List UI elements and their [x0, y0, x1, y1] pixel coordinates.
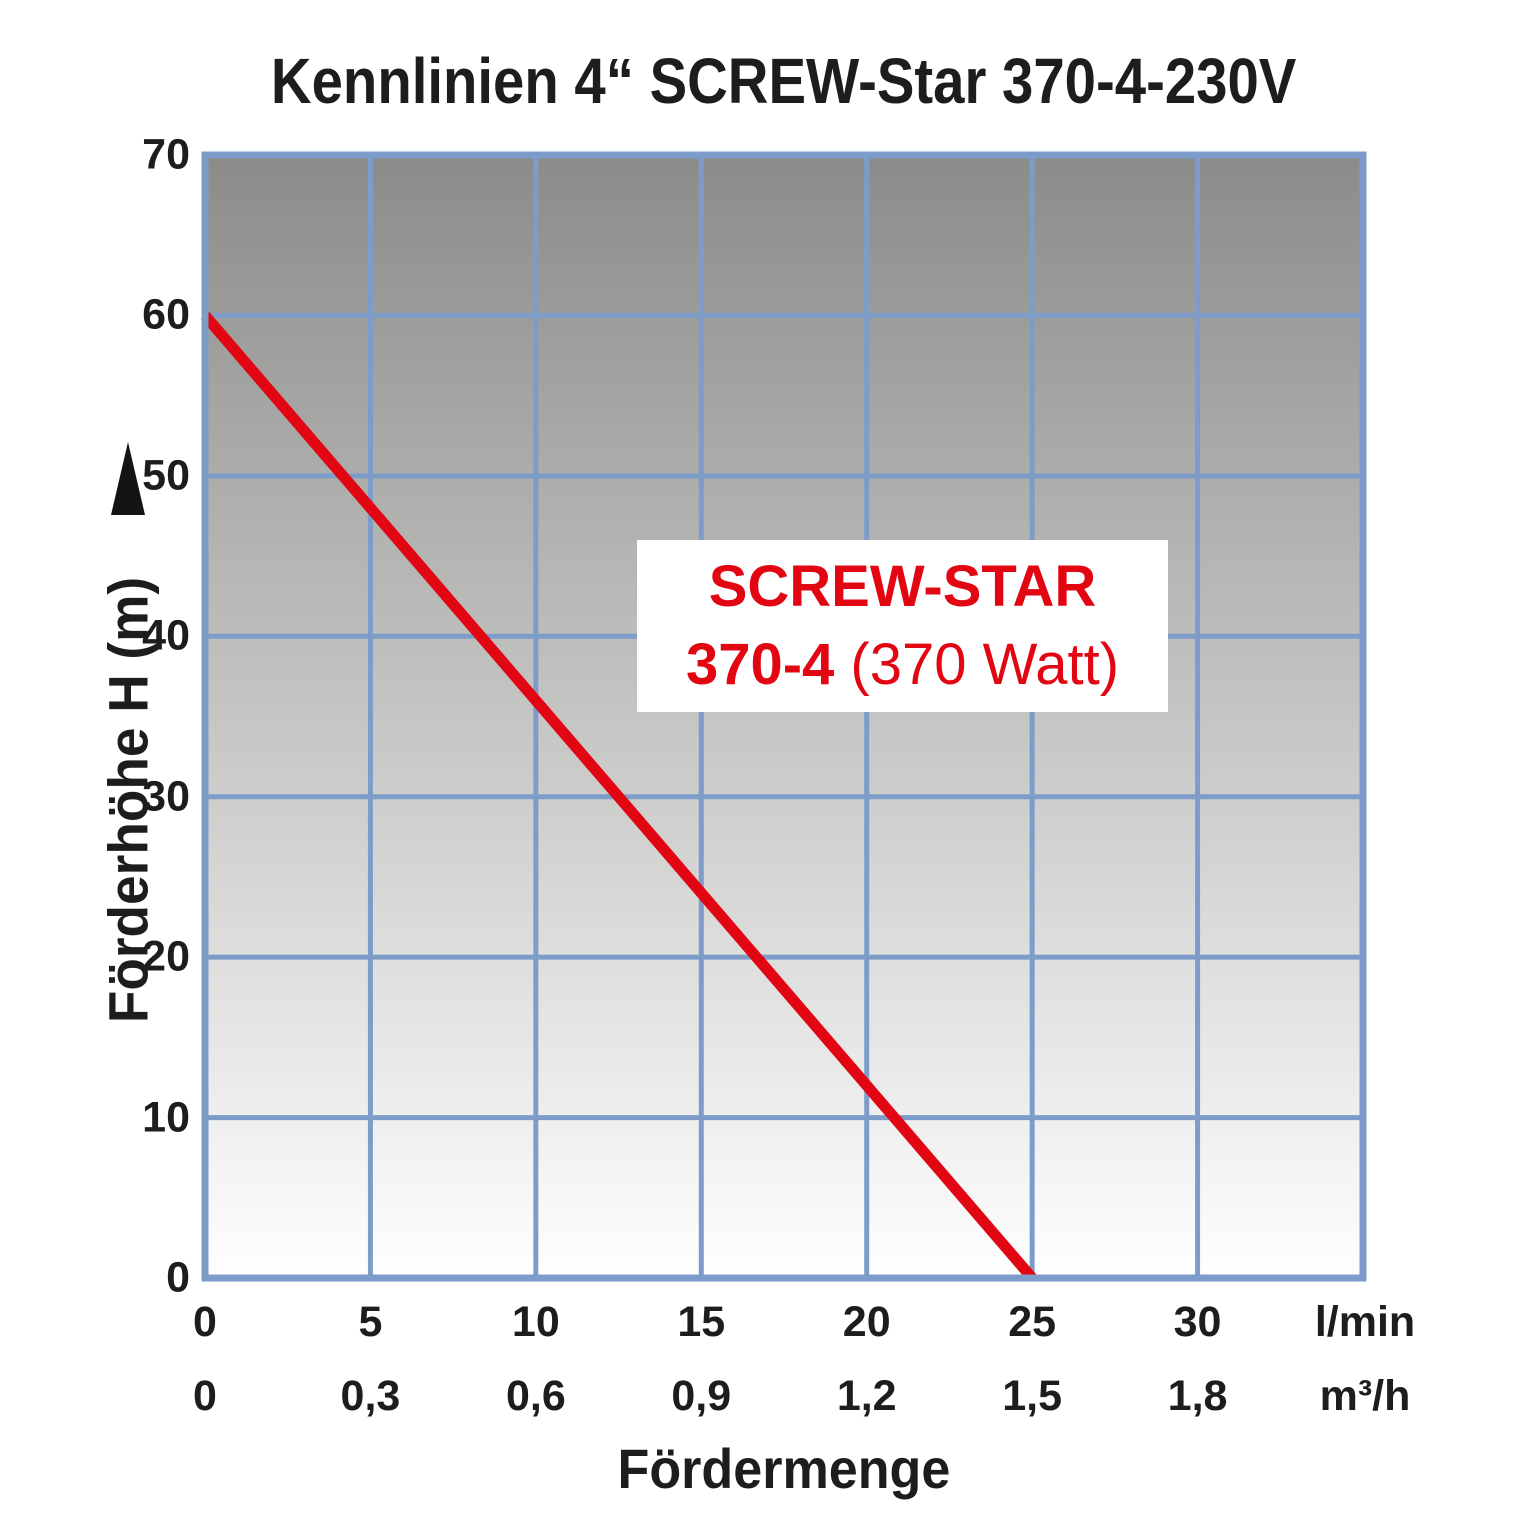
- x-tick-label-m3h: 0,3: [340, 1372, 401, 1420]
- pump-curve-line: [200, 311, 1037, 1282]
- annotation-series-name: SCREW-STAR: [708, 554, 1097, 619]
- chart-title: Kennlinien 4“ SCREW-Star 370-4-230V: [180, 44, 1388, 118]
- y-axis-title: Förderhöhe H (m): [96, 576, 160, 1024]
- chart-title-text: Kennlinien 4“ SCREW-Star 370-4-230V: [271, 45, 1297, 117]
- y-tick-label: 20: [142, 932, 190, 981]
- y-axis-tick-labels: 70 60 50 40 30 20 10 0: [0, 0, 190, 1518]
- annotation-wattage: (370 Watt): [834, 632, 1120, 697]
- y-tick-label: 60: [142, 290, 190, 339]
- x-unit-m3h: m³/h: [1319, 1372, 1411, 1420]
- x-tick-label-m3h: 1,2: [836, 1372, 897, 1420]
- x-axis-row-m3h: m³/h 0 0,3 0,6 0,9 1,2 1,5 1,8: [0, 1370, 1518, 1422]
- y-tick-label: 0: [166, 1253, 190, 1302]
- x-axis-title: Fördermenge: [205, 1436, 1363, 1501]
- y-tick-label: 10: [142, 1093, 190, 1142]
- x-tick-label-lmin: 30: [1173, 1298, 1222, 1346]
- x-tick-label-lmin: 10: [511, 1298, 560, 1346]
- x-tick-label-m3h: 0,6: [505, 1372, 566, 1420]
- y-tick-label: 70: [142, 130, 190, 179]
- annotation-series-detail: 370-4 (370 Watt): [686, 626, 1119, 704]
- x-tick-label-lmin: 5: [358, 1298, 383, 1346]
- x-tick-label-m3h: 1,5: [1002, 1372, 1063, 1420]
- x-tick-label-lmin: 20: [842, 1298, 891, 1346]
- x-tick-label-m3h: 0,9: [671, 1372, 732, 1420]
- x-tick-label-m3h: 0: [193, 1372, 217, 1420]
- plot-background-gradient: [205, 155, 1363, 1278]
- x-unit-lmin: l/min: [1314, 1298, 1416, 1346]
- x-tick-label-lmin: 15: [677, 1298, 726, 1346]
- x-tick-label-lmin: 25: [1008, 1298, 1057, 1346]
- x-tick-label-lmin: 0: [193, 1298, 217, 1346]
- up-arrow-icon: [111, 442, 145, 515]
- x-tick-label-m3h: 1,8: [1167, 1372, 1228, 1420]
- grid-lines: [205, 155, 1363, 1278]
- series-annotation-box: SCREW-STAR 370-4 (370 Watt): [637, 540, 1168, 712]
- x-axis-row-lmin: l/min 0 5 10 15 20 25 30: [0, 1296, 1518, 1348]
- y-tick-label: 40: [142, 611, 190, 660]
- plot-border: [201, 151, 1367, 1282]
- x-axis-title-text: Fördermenge: [617, 1437, 951, 1500]
- y-tick-label: 30: [142, 772, 190, 821]
- y-tick-label: 50: [142, 451, 190, 500]
- annotation-model-number: 370-4: [685, 632, 835, 697]
- plot-area: [200, 151, 1367, 1282]
